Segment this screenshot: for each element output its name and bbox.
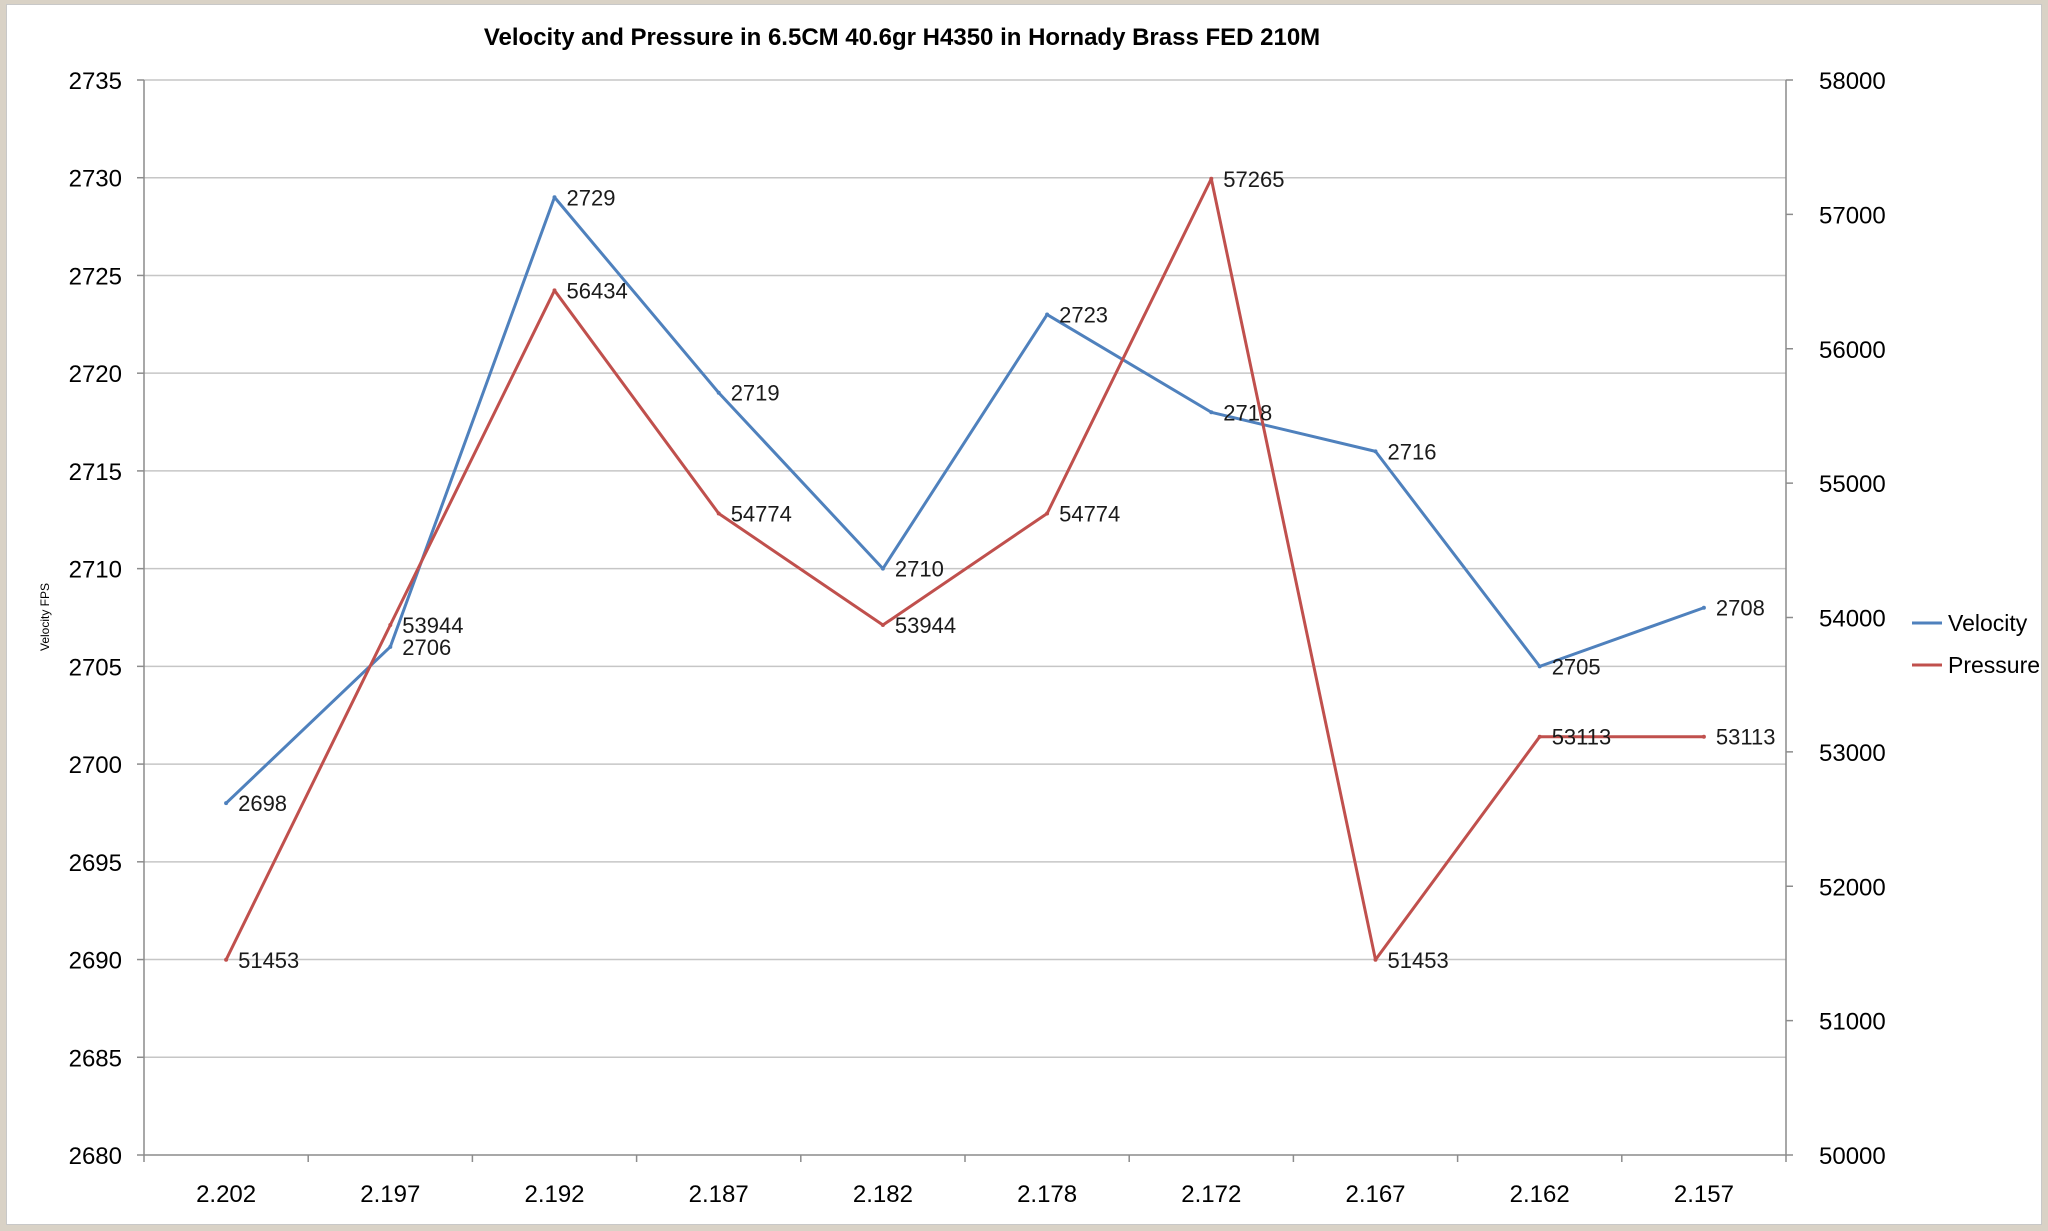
data-point <box>388 623 393 628</box>
data-label: 2710 <box>895 557 944 582</box>
data-label: 53944 <box>402 613 463 638</box>
x-axis-tick-label: 2.182 <box>853 1181 913 1208</box>
data-label: 2719 <box>731 381 780 406</box>
chart-title: Velocity and Pressure in 6.5CM 40.6gr H4… <box>484 24 1320 51</box>
data-point <box>1045 511 1050 516</box>
right-axis-tick-label: 53000 <box>1819 740 1886 767</box>
left-axis-tick-label: 2725 <box>69 263 122 290</box>
left-axis-tick-label: 2690 <box>69 948 122 975</box>
x-axis-tick-label: 2.192 <box>524 1181 584 1208</box>
left-axis-tick-label: 2685 <box>69 1045 122 1072</box>
data-label: 53944 <box>895 613 956 638</box>
data-point <box>1373 449 1378 454</box>
right-axis-tick-label: 54000 <box>1819 606 1886 633</box>
left-axis-tick-label: 2730 <box>69 166 122 193</box>
x-axis-ticks: 2.202 2.197 2.192 2.187 2.182 2.178 2.172 2.167… <box>196 1181 1734 1208</box>
data-label: 53113 <box>1716 725 1776 750</box>
data-label: 56434 <box>567 278 628 303</box>
right-axis-tick-label: 57000 <box>1819 202 1886 229</box>
left-axis-ticks: 2680 2685 2690 2695 2700 2705 2710 2715 2720 2725… <box>69 68 122 1170</box>
y-axis-label: Velocity FPS <box>38 583 52 651</box>
data-label: 2698 <box>238 791 287 816</box>
series-line-velocity <box>225 195 1705 805</box>
data-point <box>552 288 557 293</box>
series-line-pressure <box>224 177 1704 962</box>
chart-svg: Velocity and Pressure in 6.5CM 40.6gr H4… <box>38 24 2040 1208</box>
x-axis-tick-label: 2.197 <box>360 1181 420 1208</box>
data-label: 2729 <box>567 185 616 210</box>
left-axis-tick-label: 2705 <box>69 654 122 681</box>
left-axis-tick-label: 2735 <box>69 68 122 95</box>
x-axis-tick-label: 2.172 <box>1181 1181 1241 1208</box>
data-label: 51453 <box>1388 948 1449 973</box>
x-axis-tick-label: 2.202 <box>196 1181 256 1208</box>
data-point <box>1209 410 1214 415</box>
data-label: 2718 <box>1223 400 1272 425</box>
series-lines <box>224 176 1706 962</box>
data-point <box>880 566 885 571</box>
left-axis-tick-label: 2695 <box>69 850 122 877</box>
x-axis-tick-label: 2.187 <box>689 1181 749 1208</box>
right-axis-tick-label: 52000 <box>1819 874 1886 901</box>
left-axis-tick-label: 2715 <box>69 459 122 486</box>
legend-label: Velocity <box>1948 610 2028 636</box>
left-axis-tick-label: 2700 <box>69 752 122 779</box>
left-axis-tick-label: 2680 <box>69 1143 122 1170</box>
data-point <box>1537 664 1542 669</box>
data-point <box>1373 957 1378 962</box>
data-labels: 2698 2706 2729 2719 2710 2723 2718 2716 2705 2708… <box>238 167 1775 973</box>
data-point <box>716 511 721 516</box>
data-point <box>880 623 885 628</box>
data-point <box>1701 605 1706 610</box>
data-label: 2708 <box>1716 596 1765 621</box>
data-label: 2723 <box>1059 303 1108 328</box>
data-label: 54774 <box>731 501 792 526</box>
data-point <box>388 644 393 649</box>
right-axis-tick-label: 58000 <box>1819 68 1886 95</box>
x-axis-tick-label: 2.178 <box>1017 1181 1077 1208</box>
x-axis-tick-label: 2.162 <box>1510 1181 1570 1208</box>
right-axis-tick-label: 55000 <box>1819 471 1886 498</box>
data-label: 51453 <box>238 948 299 973</box>
data-point <box>716 390 721 395</box>
x-axis-tick-label: 2.167 <box>1345 1181 1405 1208</box>
right-axis-ticks: 50000 51000 52000 53000 54000 55000 56000 57000… <box>1819 68 1886 1170</box>
left-axis-tick-label: 2720 <box>69 361 122 388</box>
data-label: 57265 <box>1223 167 1284 192</box>
data-point <box>1537 734 1542 739</box>
data-label: 53113 <box>1552 725 1612 750</box>
right-axis-tick-label: 50000 <box>1819 1143 1886 1170</box>
right-axis-tick-label: 56000 <box>1819 337 1886 364</box>
data-label: 2716 <box>1388 439 1437 464</box>
data-point <box>1045 312 1050 317</box>
data-point <box>1701 734 1706 739</box>
legend: Velocity Pressure <box>1912 610 2040 678</box>
chart-frame: Velocity and Pressure in 6.5CM 40.6gr H4… <box>6 4 2042 1225</box>
data-label: 2706 <box>402 635 451 660</box>
data-label: 54774 <box>1059 501 1120 526</box>
x-axis-tick-label: 2.157 <box>1674 1181 1734 1208</box>
data-point <box>224 957 229 962</box>
data-point <box>552 195 557 200</box>
data-point <box>1209 176 1214 181</box>
data-label: 2705 <box>1552 654 1601 679</box>
left-axis-tick-label: 2710 <box>69 557 122 584</box>
right-axis-tick-label: 51000 <box>1819 1009 1886 1036</box>
data-point <box>224 801 229 806</box>
legend-label: Pressure <box>1948 652 2040 678</box>
axes <box>137 79 1793 1162</box>
